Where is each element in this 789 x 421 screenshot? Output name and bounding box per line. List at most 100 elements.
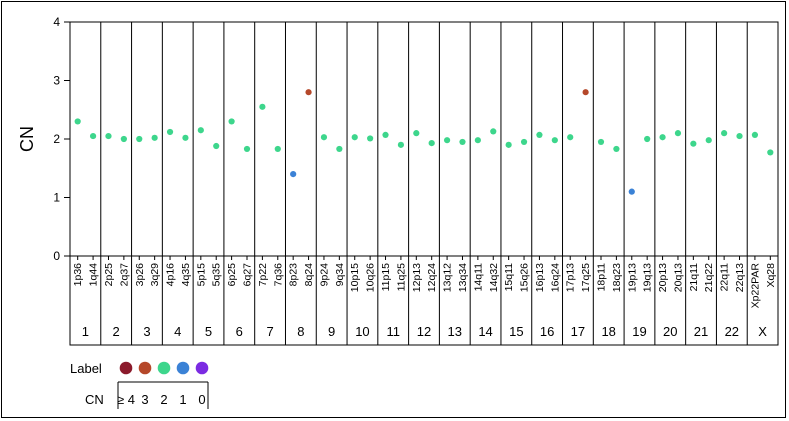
arm-label: 12p13 bbox=[411, 263, 423, 292]
chromosome-label: 3 bbox=[143, 324, 150, 339]
legend-swatch bbox=[176, 361, 190, 375]
arm-label: 18q23 bbox=[611, 263, 623, 292]
arm-label: 3p26 bbox=[134, 263, 146, 287]
chromosome-label: 6 bbox=[236, 324, 243, 339]
chromosome-label: 20 bbox=[663, 324, 677, 339]
data-point bbox=[644, 135, 651, 143]
arm-label: 19q13 bbox=[642, 263, 654, 292]
arm-label: 8p23 bbox=[288, 263, 300, 287]
arm-label: 17q25 bbox=[580, 263, 592, 292]
data-point bbox=[290, 171, 297, 178]
data-point bbox=[705, 137, 712, 144]
data-point bbox=[382, 131, 389, 139]
arm-label: 16p13 bbox=[534, 263, 546, 292]
chromosome-label: 11 bbox=[386, 324, 400, 339]
data-point bbox=[767, 149, 774, 156]
arm-label: 15q11 bbox=[503, 263, 515, 292]
data-point bbox=[397, 141, 405, 148]
arm-label: 7p22 bbox=[257, 263, 269, 287]
data-point bbox=[182, 134, 189, 141]
arm-label: 21q22 bbox=[703, 263, 715, 292]
chromosome-label: X bbox=[758, 324, 767, 339]
data-point bbox=[443, 137, 451, 144]
legend-item-label: ≥ 4 bbox=[117, 392, 135, 407]
chromosome-label: 18 bbox=[601, 324, 615, 339]
chromosome-label: 19 bbox=[632, 324, 646, 339]
data-point bbox=[243, 145, 251, 153]
legend-item-label: 2 bbox=[160, 392, 167, 407]
data-point bbox=[105, 132, 112, 140]
arm-label: 20p13 bbox=[657, 263, 669, 292]
data-point bbox=[536, 131, 543, 139]
data-point bbox=[367, 135, 374, 142]
arm-label: 22q11 bbox=[719, 263, 731, 292]
arm-label: 12q24 bbox=[426, 263, 438, 292]
chromosome-label: 9 bbox=[328, 324, 335, 339]
arm-label: 2q37 bbox=[118, 263, 130, 287]
arm-label: 16q24 bbox=[549, 263, 561, 292]
chromosome-label: 8 bbox=[297, 324, 304, 339]
data-point bbox=[89, 132, 97, 140]
legend-swatch bbox=[138, 361, 152, 375]
arm-label: 13q34 bbox=[457, 263, 469, 292]
arm-label: 4q35 bbox=[180, 263, 192, 287]
legend-cn-title: CN bbox=[85, 392, 104, 407]
data-point bbox=[320, 134, 328, 141]
legend-swatch bbox=[195, 361, 209, 375]
arm-label: 7q36 bbox=[272, 263, 284, 287]
data-point bbox=[490, 128, 497, 135]
data-point bbox=[228, 118, 235, 125]
arm-label: 5q35 bbox=[211, 263, 223, 287]
arm-label: 5p15 bbox=[195, 263, 207, 287]
arm-label: 20q13 bbox=[672, 263, 684, 292]
arm-label: 22q13 bbox=[734, 263, 746, 292]
arm-label: 2p25 bbox=[103, 263, 115, 287]
arm-label: 10q26 bbox=[365, 263, 377, 292]
arm-label: 9q34 bbox=[334, 263, 346, 287]
data-point bbox=[690, 140, 697, 147]
arm-label: 6p25 bbox=[226, 263, 238, 287]
arm-label: 17p13 bbox=[565, 263, 577, 292]
arm-label: Xp22PAR bbox=[749, 263, 761, 309]
chromosome-label: 2 bbox=[113, 324, 120, 339]
arm-label: 10p15 bbox=[349, 263, 361, 292]
legend-title: Label bbox=[70, 361, 102, 376]
data-point bbox=[274, 145, 281, 153]
arm-label: 15q26 bbox=[519, 263, 531, 292]
data-point bbox=[597, 138, 605, 146]
data-point bbox=[613, 145, 620, 153]
y-tick-label: 2 bbox=[53, 132, 60, 146]
data-point bbox=[213, 142, 220, 150]
data-point bbox=[751, 131, 759, 139]
data-point bbox=[428, 139, 435, 147]
arm-label: 9p24 bbox=[318, 263, 330, 287]
arm-label: 14q32 bbox=[488, 263, 500, 292]
data-point bbox=[520, 138, 528, 146]
arm-label: 4p16 bbox=[165, 263, 177, 287]
arm-label: 21q11 bbox=[688, 263, 700, 292]
arm-label: 3q29 bbox=[149, 263, 161, 287]
data-point bbox=[197, 127, 204, 134]
data-point bbox=[166, 128, 174, 136]
data-point bbox=[551, 137, 558, 144]
arm-label: 1p36 bbox=[72, 263, 84, 287]
arm-label: 11p15 bbox=[380, 263, 392, 292]
legend-item-label: 0 bbox=[198, 392, 205, 407]
chromosome-label: 5 bbox=[205, 324, 212, 339]
data-point bbox=[721, 130, 728, 137]
legend-item-label: 3 bbox=[141, 392, 148, 407]
data-point bbox=[582, 89, 589, 96]
data-point bbox=[259, 103, 266, 110]
plot-frame bbox=[69, 21, 779, 346]
data-point bbox=[659, 134, 666, 141]
legend-swatch bbox=[119, 361, 133, 375]
y-tick-label: 0 bbox=[53, 249, 60, 263]
y-axis-title: CN bbox=[17, 126, 37, 152]
arm-label: 14q11 bbox=[472, 263, 484, 292]
chromosome-label: 14 bbox=[478, 324, 492, 339]
chromosome-label: 7 bbox=[266, 324, 273, 339]
data-point bbox=[413, 130, 420, 137]
chromosome-label: 21 bbox=[694, 324, 708, 339]
arm-label: 18p11 bbox=[596, 263, 608, 292]
